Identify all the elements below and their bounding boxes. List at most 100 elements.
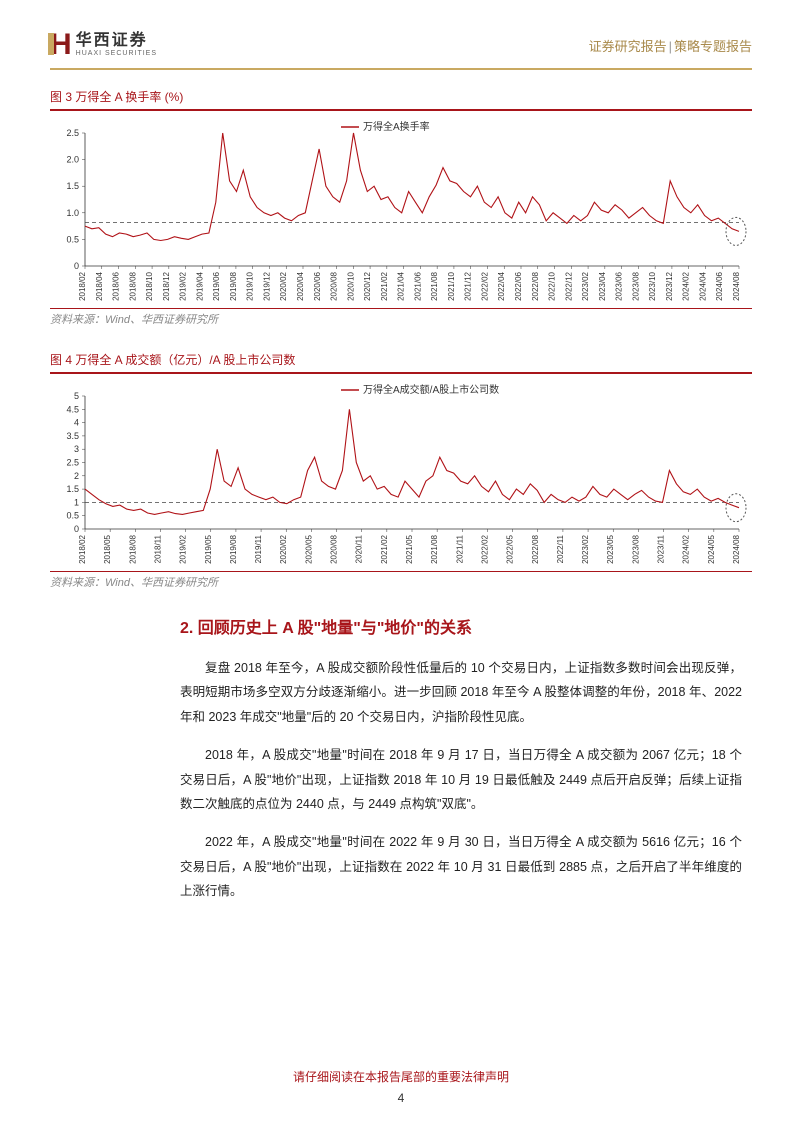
svg-text:0: 0	[74, 261, 79, 271]
svg-text:2024/02: 2024/02	[682, 271, 691, 300]
svg-text:2019/04: 2019/04	[195, 271, 204, 300]
svg-text:2023/05: 2023/05	[606, 534, 615, 563]
svg-text:2019/12: 2019/12	[262, 271, 271, 300]
svg-text:2021/11: 2021/11	[455, 534, 464, 563]
chart1-bottom-rule	[50, 308, 752, 309]
svg-text:2024/04: 2024/04	[698, 271, 707, 300]
svg-text:2021/08: 2021/08	[430, 271, 439, 300]
svg-text:2021/05: 2021/05	[405, 534, 414, 563]
svg-text:2022/05: 2022/05	[506, 534, 515, 563]
svg-text:3.5: 3.5	[66, 431, 79, 441]
svg-text:2020/02: 2020/02	[279, 271, 288, 300]
svg-text:2019/11: 2019/11	[254, 534, 263, 563]
svg-text:2018/08: 2018/08	[128, 534, 137, 563]
svg-text:2023/12: 2023/12	[665, 271, 674, 300]
svg-text:2019/06: 2019/06	[212, 271, 221, 300]
svg-text:2024/08: 2024/08	[732, 534, 741, 563]
footer-disclaimer: 请仔细阅读在本报告尾部的重要法律声明	[0, 1068, 802, 1085]
svg-text:2.5: 2.5	[66, 458, 79, 468]
svg-text:2019/05: 2019/05	[204, 534, 213, 563]
svg-text:4: 4	[74, 418, 79, 428]
section-title: 2. 回顾历史上 A 股"地量"与"地价"的关系	[180, 614, 752, 638]
svg-text:2: 2	[74, 471, 79, 481]
svg-text:2018/05: 2018/05	[103, 534, 112, 563]
svg-text:2018/08: 2018/08	[128, 271, 137, 300]
svg-text:1.5: 1.5	[66, 484, 79, 494]
logo: H 华西证券 HUAXI SECURITIES	[50, 30, 157, 60]
para2: 2018 年，A 股成交"地量"时间在 2018 年 9 月 17 日，当日万得…	[180, 743, 742, 816]
svg-text:0.5: 0.5	[66, 234, 79, 244]
svg-text:2024/05: 2024/05	[707, 534, 716, 563]
header-rule	[50, 68, 752, 70]
svg-text:2023/04: 2023/04	[598, 271, 607, 300]
page-number: 4	[0, 1091, 802, 1105]
svg-text:2019/08: 2019/08	[229, 534, 238, 563]
chart2-bottom-rule	[50, 571, 752, 572]
chart2-rule	[50, 372, 752, 374]
svg-text:2021/10: 2021/10	[447, 271, 456, 300]
svg-text:2020/06: 2020/06	[313, 271, 322, 300]
svg-text:2022/08: 2022/08	[531, 534, 540, 563]
svg-text:2020/05: 2020/05	[304, 534, 313, 563]
svg-text:2022/02: 2022/02	[480, 271, 489, 300]
svg-text:万得全A成交额/A股上市公司数: 万得全A成交额/A股上市公司数	[363, 383, 499, 396]
svg-text:2020/12: 2020/12	[363, 271, 372, 300]
svg-text:1.0: 1.0	[66, 208, 79, 218]
chart1-title: 图 3 万得全 A 换手率 (%)	[50, 88, 752, 105]
svg-text:万得全A换手率: 万得全A换手率	[363, 120, 430, 133]
para3: 2022 年，A 股成交"地量"时间在 2022 年 9 月 30 日，当日万得…	[180, 830, 742, 903]
svg-text:2021/12: 2021/12	[464, 271, 473, 300]
svg-text:2021/08: 2021/08	[430, 534, 439, 563]
svg-text:2022/02: 2022/02	[480, 534, 489, 563]
svg-text:1: 1	[74, 497, 79, 507]
svg-text:2024/08: 2024/08	[732, 271, 741, 300]
svg-text:2023/10: 2023/10	[648, 271, 657, 300]
svg-text:2018/02: 2018/02	[78, 534, 87, 563]
svg-text:0.5: 0.5	[66, 511, 79, 521]
svg-text:2024/02: 2024/02	[682, 534, 691, 563]
svg-text:2022/12: 2022/12	[564, 271, 573, 300]
page-header: H 华西证券 HUAXI SECURITIES 证券研究报告|策略专题报告	[50, 30, 752, 60]
svg-text:2023/11: 2023/11	[657, 534, 666, 563]
svg-text:2021/04: 2021/04	[397, 271, 406, 300]
svg-text:2020/02: 2020/02	[279, 534, 288, 563]
svg-text:2020/08: 2020/08	[330, 534, 339, 563]
svg-text:2020/04: 2020/04	[296, 271, 305, 300]
svg-text:2020/11: 2020/11	[355, 534, 364, 563]
svg-text:2023/02: 2023/02	[581, 271, 590, 300]
svg-text:1.5: 1.5	[66, 181, 79, 191]
svg-text:0: 0	[74, 524, 79, 534]
svg-text:3: 3	[74, 444, 79, 454]
svg-text:2021/06: 2021/06	[413, 271, 422, 300]
page-footer: 请仔细阅读在本报告尾部的重要法律声明 4	[0, 1068, 802, 1105]
chart2-svg: 万得全A成交额/A股上市公司数00.511.522.533.544.552018…	[50, 380, 752, 565]
svg-text:2022/08: 2022/08	[531, 271, 540, 300]
logo-text-cn: 华西证券	[76, 32, 157, 50]
svg-text:2022/11: 2022/11	[556, 534, 565, 563]
svg-text:2019/02: 2019/02	[179, 271, 188, 300]
svg-text:2019/02: 2019/02	[179, 534, 188, 563]
svg-text:2020/08: 2020/08	[330, 271, 339, 300]
svg-text:2023/06: 2023/06	[615, 271, 624, 300]
svg-text:2019/08: 2019/08	[229, 271, 238, 300]
doc-type-left: 证券研究报告	[589, 39, 667, 54]
svg-text:2.5: 2.5	[66, 128, 79, 138]
svg-text:2018/06: 2018/06	[112, 271, 121, 300]
svg-text:2022/04: 2022/04	[497, 271, 506, 300]
logo-icon: H	[50, 30, 72, 60]
para1: 复盘 2018 年至今，A 股成交额阶段性低量后的 10 个交易日内，上证指数多…	[180, 656, 742, 729]
svg-text:4.5: 4.5	[66, 404, 79, 414]
svg-text:2.0: 2.0	[66, 155, 79, 165]
svg-text:2018/11: 2018/11	[153, 534, 162, 563]
logo-text-en: HUAXI SECURITIES	[76, 50, 157, 58]
chart1-svg: 万得全A换手率00.51.01.52.02.52018/022018/04201…	[50, 117, 752, 302]
svg-text:2020/10: 2020/10	[346, 271, 355, 300]
doc-type-right: 策略专题报告	[674, 39, 752, 54]
svg-text:2023/08: 2023/08	[631, 271, 640, 300]
svg-text:2018/04: 2018/04	[95, 271, 104, 300]
svg-text:2023/02: 2023/02	[581, 534, 590, 563]
svg-text:2024/06: 2024/06	[715, 271, 724, 300]
svg-text:2019/10: 2019/10	[246, 271, 255, 300]
chart2-title: 图 4 万得全 A 成交额（亿元）/A 股上市公司数	[50, 351, 752, 368]
doc-type: 证券研究报告|策略专题报告	[589, 36, 752, 55]
